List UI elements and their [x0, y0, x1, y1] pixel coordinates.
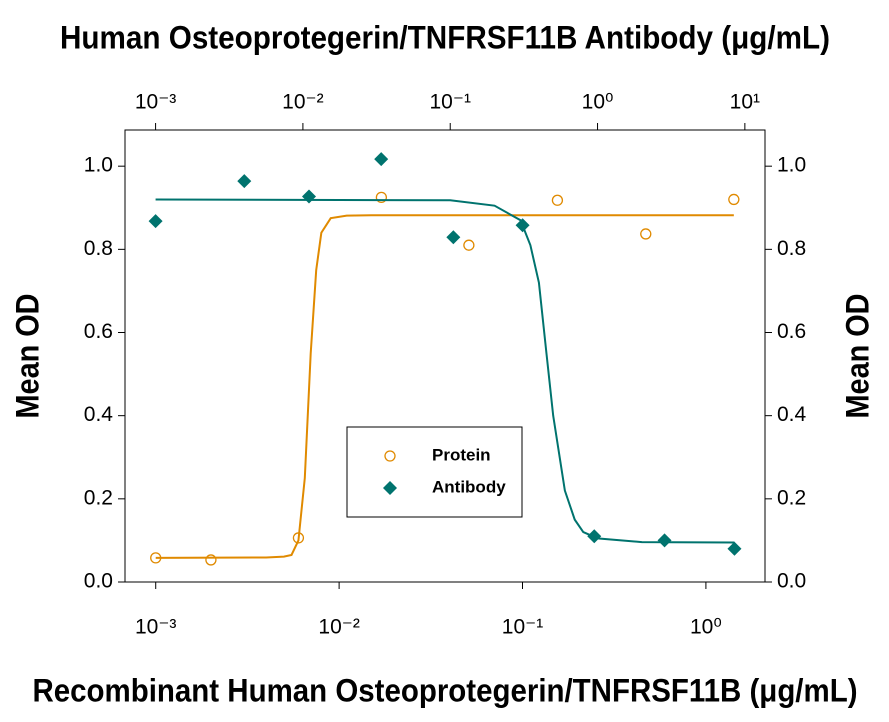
legend-label: Protein: [432, 445, 491, 464]
marker: [302, 189, 317, 204]
y2-tick-label: 0.0: [777, 570, 806, 593]
y-tick-label: 0.6: [84, 320, 113, 343]
y2-tick-label: 0.8: [777, 237, 806, 260]
marker: [515, 218, 530, 233]
y2-tick-label: 0.2: [777, 486, 806, 509]
bottom-axis-title: Recombinant Human Osteoprotegerin/TNFRSF…: [33, 672, 858, 708]
x2-tick-label: 10⁻¹: [430, 91, 471, 114]
x-tick-label: 10⁻³: [135, 616, 176, 639]
marker: [384, 450, 396, 462]
marker: [551, 194, 564, 206]
right-axis-title: Mean OD: [839, 294, 875, 419]
y2-tick-label: 1.0: [777, 154, 806, 177]
marker: [237, 174, 252, 189]
marker: [375, 191, 388, 204]
marker: [292, 532, 305, 544]
marker: [205, 554, 217, 566]
y2-tick-label: 0.6: [777, 320, 806, 343]
marker: [727, 541, 742, 556]
left-axis-title: Mean OD: [9, 294, 45, 419]
marker: [640, 228, 652, 240]
x2-tick-label: 10⁻³: [135, 91, 176, 114]
x2-tick-label: 10⁻²: [282, 91, 323, 114]
fit-curve: [155, 214, 734, 559]
plot-frame: [124, 129, 766, 583]
x-tick-label: 10⁻¹: [502, 616, 543, 639]
legend-label: Antibody: [432, 477, 506, 496]
marker: [374, 152, 389, 167]
marker: [446, 230, 461, 245]
marker: [463, 239, 475, 251]
y-tick-label: 0.4: [84, 403, 114, 426]
y2-tick-label: 0.4: [777, 403, 807, 426]
marker: [150, 552, 162, 564]
marker: [728, 193, 740, 206]
marker: [587, 529, 602, 544]
x-tick-label: 10⁻²: [318, 616, 359, 639]
legend-box: [346, 426, 523, 518]
y-tick-label: 0.8: [84, 237, 113, 260]
x2-tick-label: 10¹: [730, 91, 760, 114]
marker: [657, 533, 672, 548]
marker: [148, 214, 163, 229]
marker: [383, 481, 397, 495]
y-tick-label: 0.2: [84, 486, 113, 509]
x2-tick-label: 10⁰: [582, 91, 614, 114]
x-tick-label: 10⁰: [690, 616, 722, 639]
y-tick-label: 0.0: [84, 570, 113, 593]
top-axis-title: Human Osteoprotegerin/TNFRSF11B Antibody…: [60, 19, 830, 55]
y-tick-label: 1.0: [84, 154, 113, 177]
